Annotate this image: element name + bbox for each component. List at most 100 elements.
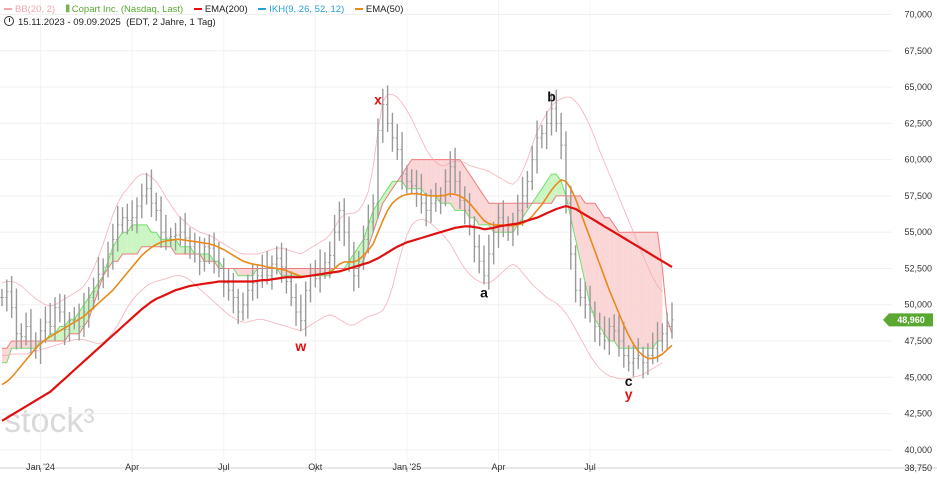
y-tick-label: 70,000 [904, 10, 932, 20]
period-row: 15.11.2023 - 09.09.2025 (EDT, 2 Jahre, 1… [4, 16, 411, 29]
cloud-segment [26, 341, 31, 349]
cloud-segment [623, 232, 629, 349]
legend-bb-label: BB(20, 2) [15, 4, 56, 15]
y-tick-label: 60,000 [904, 155, 932, 165]
cloud-segment [537, 188, 542, 204]
cloud-segment [74, 312, 80, 334]
cloud-segment [11, 341, 17, 349]
cloud-segment [421, 159, 427, 196]
cloud-segment [440, 159, 446, 204]
candle-icon: ⫴ [65, 4, 70, 15]
ema50-line [1, 179, 673, 386]
legend-symbol-label: Copart Inc. (Nasdaq, Last) [71, 4, 184, 15]
ema200-line [1, 204, 673, 422]
cloud-segment [484, 195, 489, 225]
cloud-segment [647, 232, 653, 349]
cloud-segment [580, 195, 586, 283]
cloud-segment [30, 341, 36, 349]
cloud-segment [430, 159, 436, 196]
indicator-lines [1, 179, 673, 422]
cloud-segment [643, 232, 648, 349]
cloud-segment [570, 195, 576, 240]
last-price-label: 48,960 [897, 315, 925, 325]
cloud-segment [132, 224, 137, 254]
legend-ema200[interactable]: EMA(200) [193, 3, 248, 16]
y-tick-label: 38,750 [904, 463, 932, 473]
period-settings: (EDT, 2 Jahre, 1 Tag) [126, 17, 216, 28]
cloud-segment [373, 203, 378, 233]
legend-ikh-label: IKH(9, 26, 52, 12) [269, 4, 345, 15]
cloud-segment [83, 297, 89, 327]
y-tick-label: 47,500 [904, 336, 932, 346]
cloud-segment [426, 159, 431, 196]
ema200-swatch [193, 8, 202, 11]
ikh-swatch [258, 8, 267, 11]
cloud-segment [455, 159, 460, 211]
legend-ema200-label: EMA(200) [204, 4, 248, 15]
wave-label-w: w [294, 338, 306, 354]
legend-bb[interactable]: BB(20, 2) [4, 3, 55, 16]
cloud-segment [204, 253, 210, 262]
bollinger-bands [1, 93, 663, 380]
cloud-segment [6, 341, 12, 363]
cloud-segment [108, 246, 113, 269]
cloud-segment [16, 341, 22, 349]
cloud-segment [151, 232, 157, 247]
cloud-segment [551, 174, 557, 204]
wave-label-a: a [480, 284, 488, 300]
period-range: 15.11.2023 - 09.09.2025 [18, 17, 121, 28]
cloud-segment [243, 268, 248, 276]
cloud-segment [445, 159, 451, 204]
y-tick-label: 57,500 [904, 191, 932, 201]
cloud-segment [652, 232, 658, 349]
y-tick-label: 45,000 [904, 372, 932, 382]
y-tick-label: 50,000 [904, 300, 932, 310]
cloud-segment [170, 239, 176, 254]
x-tick-label: Okt [308, 462, 323, 472]
cloud-segment [522, 203, 528, 218]
cloud-segment [141, 224, 147, 247]
bb-lower-line [2, 218, 663, 380]
cloud-segment [638, 232, 644, 349]
legend-ema50-label: EMA(50) [365, 4, 404, 15]
chart-legend: BB(20, 2) ⫴ Copart Inc. (Nasdaq, Last) EM… [4, 3, 411, 29]
cloud-segment [508, 203, 513, 233]
cloud-segment [459, 159, 465, 211]
legend-ikh[interactable]: IKH(9, 26, 52, 12) [258, 3, 344, 16]
cloud-segment [464, 166, 470, 218]
cloud-segment [594, 203, 600, 327]
y-tick-label: 42,500 [904, 409, 932, 419]
cloud-segment [363, 224, 369, 262]
cloud-segment [614, 224, 619, 349]
grid-lines [0, 0, 937, 469]
cloud-segment [238, 268, 244, 276]
y-tick-label: 40,000 [904, 445, 932, 455]
cloud-segment [618, 232, 624, 349]
legend-symbol[interactable]: ⫴ Copart Inc. (Nasdaq, Last) [66, 3, 183, 16]
cloud-segment [112, 239, 118, 262]
cloud-segment [55, 326, 60, 342]
cloud-segment [296, 268, 301, 276]
x-tick-label: Jul [584, 462, 596, 472]
cloud-segment [590, 203, 595, 320]
cloud-segment [21, 341, 27, 349]
cloud-segment [450, 159, 456, 211]
ema50-swatch [354, 8, 363, 11]
cloud-segment [503, 203, 509, 233]
price-bars [0, 85, 674, 379]
cloud-segment [368, 210, 374, 247]
x-tick-label: Jul [218, 462, 230, 472]
last-price-badge-shape [883, 313, 933, 327]
cloud-segment [609, 217, 615, 342]
legend-ema50[interactable]: EMA(50) [354, 3, 404, 16]
cloud-segment [541, 181, 547, 204]
cloud-segment [127, 224, 133, 254]
cloud-segment [628, 232, 634, 349]
cloud-segment [247, 268, 253, 276]
cloud-segment [387, 181, 393, 196]
cloud-segment [382, 188, 388, 204]
x-tick-label: Jan '24 [26, 462, 55, 472]
cloud-segment [604, 217, 610, 342]
cloud-segment [175, 239, 181, 254]
